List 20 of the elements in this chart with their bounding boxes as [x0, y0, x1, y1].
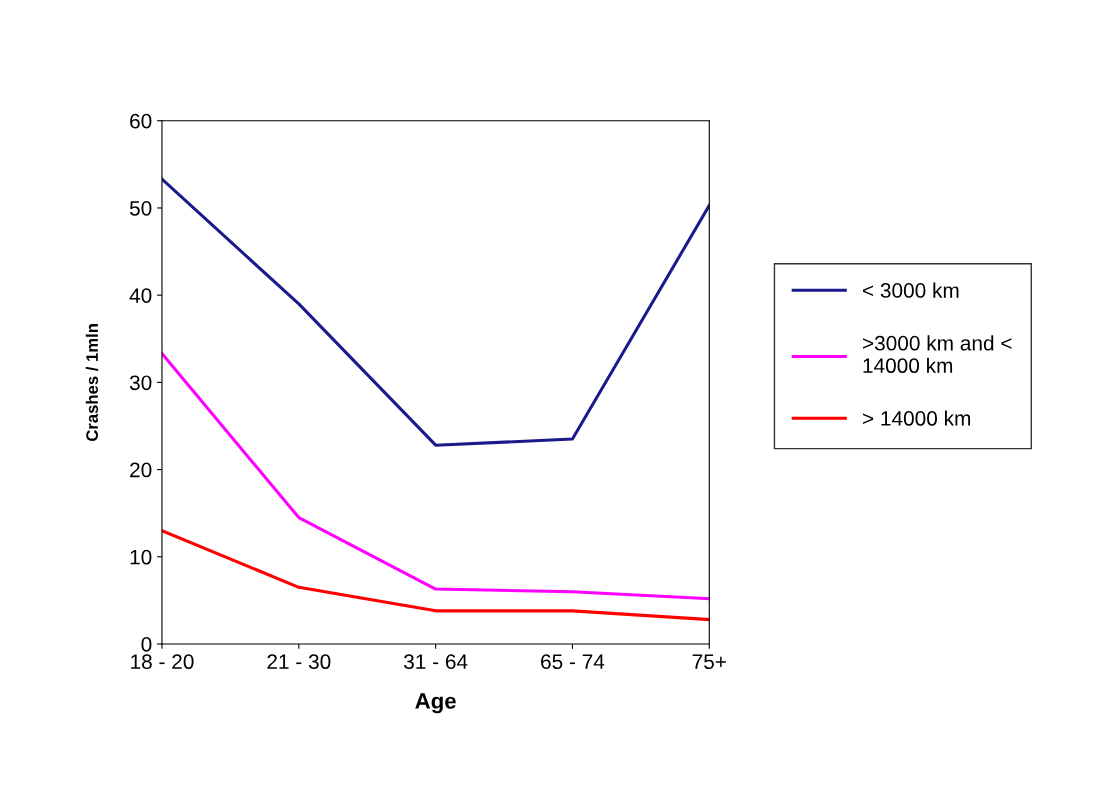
y-tick-label: 0 — [141, 637, 152, 652]
y-tick-label: 50 — [129, 200, 152, 216]
x-axis-title: Age — [415, 693, 456, 714]
y-tick-label: 20 — [130, 462, 152, 478]
x-tick-label: 75+ — [692, 654, 726, 670]
x-tick-label: 18 - 20 — [131, 654, 194, 670]
x-tick-label: 31 - 64 — [404, 654, 468, 670]
line-series — [161, 529, 710, 622]
legend-label: >3000 km and < 14000 km — [862, 335, 1012, 374]
x-tick-label: 21 - 30 — [267, 654, 331, 670]
line-series — [161, 177, 710, 447]
y-tick-label: 60 — [130, 113, 152, 129]
legend-label: < 3000 km — [862, 282, 959, 298]
y-axis-title: Crashes / 1mln — [85, 324, 99, 441]
line-series — [161, 352, 710, 601]
y-tick-label: 40 — [129, 288, 152, 303]
y-tick-label: 10 — [130, 549, 152, 565]
y-tick-label: 30 — [129, 375, 152, 391]
x-tick-label: 65 - 74 — [541, 654, 605, 670]
legend-label: > 14000 km — [862, 410, 971, 426]
